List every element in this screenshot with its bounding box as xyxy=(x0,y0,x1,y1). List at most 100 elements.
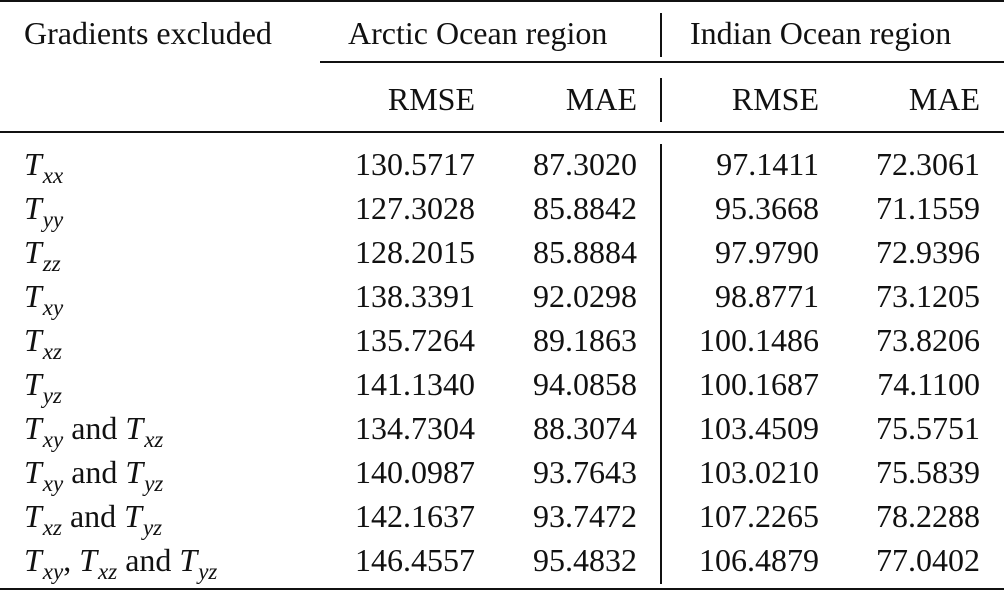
cell-indian-mae: 75.5751 xyxy=(876,410,980,446)
gradient-subscript: xz xyxy=(144,427,164,452)
cell-arctic-rmse: 127.3028 xyxy=(355,190,475,226)
region-divider-top xyxy=(660,13,662,57)
cell-indian-rmse: 98.8771 xyxy=(715,278,819,314)
gradient-subscript: xy xyxy=(42,559,64,584)
gradient-symbol: T xyxy=(24,454,42,490)
header-arctic-rmse: RMSE xyxy=(387,81,475,117)
gradient-subscript: xz xyxy=(42,339,62,364)
row-label: Txy, Txz and Tyz xyxy=(24,540,217,584)
cell-arctic-rmse: 141.1340 xyxy=(355,366,475,402)
cell-arctic-mae: 93.7643 xyxy=(533,454,637,490)
region-divider-body xyxy=(660,144,662,584)
gradient-term: Txz xyxy=(24,322,62,364)
header-gradients-excluded: Gradients excluded xyxy=(24,15,272,51)
header-bottom-rule xyxy=(0,131,1004,133)
gradient-symbol: T xyxy=(24,322,42,358)
cell-indian-rmse: 95.3668 xyxy=(715,190,819,226)
cell-arctic-mae: 93.7472 xyxy=(533,498,637,534)
cell-indian-mae: 73.1205 xyxy=(876,278,980,314)
gradient-symbol: T xyxy=(24,278,42,314)
cell-arctic-mae: 87.3020 xyxy=(533,146,637,182)
cell-indian-rmse: 103.0210 xyxy=(699,454,819,490)
gradient-symbol: T xyxy=(24,146,42,182)
row-label: Txy and Txz xyxy=(24,408,163,452)
gradient-symbol: T xyxy=(24,498,42,534)
region-divider-mid xyxy=(660,78,662,122)
row-label: Txx xyxy=(24,144,63,188)
cell-indian-mae: 75.5839 xyxy=(876,454,980,490)
cell-arctic-mae: 94.0858 xyxy=(533,366,637,402)
header-arctic-mae: MAE xyxy=(565,81,637,117)
region-underline-rule xyxy=(320,61,1004,63)
gradient-subscript: zz xyxy=(42,251,61,276)
cell-indian-mae: 71.1559 xyxy=(876,190,980,226)
row-label: Txy xyxy=(24,276,63,320)
gradient-subscript: xx xyxy=(42,163,64,188)
gradient-term: Tyy xyxy=(24,190,63,232)
cell-indian-mae: 78.2288 xyxy=(876,498,980,534)
gradient-symbol: T xyxy=(24,410,42,446)
gradient-term: Txy xyxy=(24,410,63,452)
cell-arctic-rmse: 130.5717 xyxy=(355,146,475,182)
cell-indian-rmse: 100.1486 xyxy=(699,322,819,358)
cell-arctic-rmse: 134.7304 xyxy=(355,410,475,446)
cell-indian-mae: 73.8206 xyxy=(876,322,980,358)
cell-indian-rmse: 103.4509 xyxy=(699,410,819,446)
gradient-symbol: T xyxy=(179,542,198,578)
cell-arctic-rmse: 140.0987 xyxy=(355,454,475,490)
gradient-symbol: T xyxy=(124,498,142,534)
cell-indian-mae: 72.3061 xyxy=(876,146,980,182)
label-joiner: and xyxy=(63,410,126,446)
header-indian-rmse: RMSE xyxy=(731,81,819,117)
row-label: Tyz xyxy=(24,364,62,408)
gradient-term: Txz xyxy=(125,410,163,452)
gradient-term: Tzz xyxy=(24,234,61,276)
gradient-subscript: xy xyxy=(42,295,64,320)
cell-arctic-mae: 85.8884 xyxy=(533,234,637,270)
gradient-subscript: yy xyxy=(42,207,64,232)
gradient-symbol: T xyxy=(125,410,144,446)
top-rule xyxy=(0,0,1004,2)
gradient-term: Txz xyxy=(79,542,117,584)
row-label: Tzz xyxy=(24,232,61,276)
gradient-symbol: T xyxy=(125,454,144,490)
cell-arctic-rmse: 142.1637 xyxy=(355,498,475,534)
cell-indian-mae: 72.9396 xyxy=(876,234,980,270)
gradient-term: Tyz xyxy=(124,498,162,540)
gradient-term: Txy xyxy=(24,278,63,320)
cell-arctic-mae: 85.8842 xyxy=(533,190,637,226)
cell-arctic-rmse: 135.7264 xyxy=(355,322,475,358)
gradient-term: Txy xyxy=(24,454,63,496)
cell-arctic-rmse: 146.4557 xyxy=(355,542,475,578)
label-joiner: and xyxy=(117,542,180,578)
label-joiner: , xyxy=(63,542,80,578)
gradient-symbol: T xyxy=(24,190,42,226)
gradient-symbol: T xyxy=(24,542,42,578)
row-label: Tyy xyxy=(24,188,63,232)
gradient-subscript: yz xyxy=(198,559,218,584)
header-arctic-region: Arctic Ocean region xyxy=(348,15,608,51)
gradient-term: Txz xyxy=(24,498,62,540)
gradient-subscript: xy xyxy=(42,427,64,452)
cell-arctic-rmse: 138.3391 xyxy=(355,278,475,314)
gradient-term: Txx xyxy=(24,146,63,188)
gradient-subscript: yz xyxy=(142,515,163,540)
cell-indian-mae: 77.0402 xyxy=(876,542,980,578)
cell-indian-rmse: 97.9790 xyxy=(715,234,819,270)
cell-indian-rmse: 107.2265 xyxy=(699,498,819,534)
header-indian-region: Indian Ocean region xyxy=(690,15,952,51)
gradient-term: Tyz xyxy=(24,366,62,408)
gradient-symbol: T xyxy=(24,234,42,270)
gradient-subscript: yz xyxy=(42,383,62,408)
gradient-term: Txy xyxy=(24,542,63,584)
header-indian-mae: MAE xyxy=(908,81,980,117)
bottom-rule xyxy=(0,588,1004,590)
gradient-symbol: T xyxy=(24,366,42,402)
gradient-term: Tyz xyxy=(125,454,163,496)
cell-indian-rmse: 100.1687 xyxy=(699,366,819,402)
gradient-term: Tyz xyxy=(179,542,217,584)
cell-arctic-mae: 89.1863 xyxy=(533,322,637,358)
cell-arctic-mae: 95.4832 xyxy=(533,542,637,578)
cell-indian-mae: 74.1100 xyxy=(877,366,980,402)
gradient-symbol: T xyxy=(79,542,98,578)
